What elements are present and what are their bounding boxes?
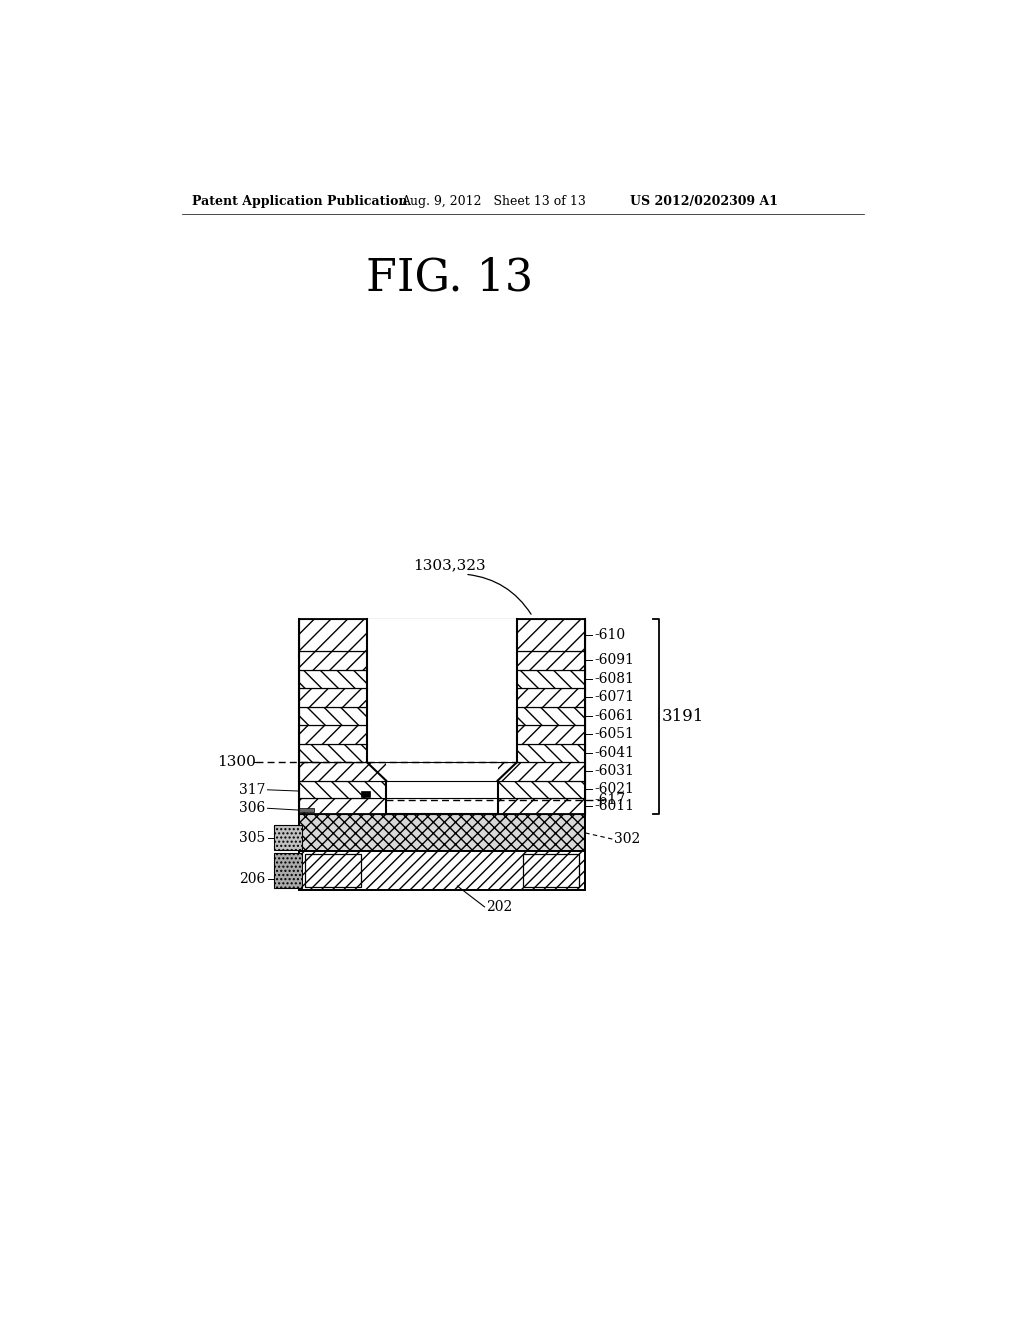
Bar (299, 814, 586, 851)
Text: 302: 302 (614, 832, 640, 846)
Text: 317: 317 (239, 783, 265, 797)
Text: 1303,323: 1303,323 (414, 558, 486, 573)
Text: -6081: -6081 (595, 672, 635, 686)
FancyArrowPatch shape (392, 780, 428, 789)
Bar (273, 825, 302, 850)
Text: -610: -610 (595, 628, 626, 642)
Text: -6031: -6031 (595, 764, 635, 779)
Bar (299, 651, 586, 669)
Text: 306: 306 (239, 801, 265, 816)
Text: Aug. 9, 2012   Sheet 13 of 13: Aug. 9, 2012 Sheet 13 of 13 (400, 195, 586, 209)
Bar (360, 791, 370, 797)
Text: -6061: -6061 (595, 709, 635, 723)
Bar (299, 743, 586, 762)
Bar (299, 762, 586, 780)
Text: 3191: 3191 (662, 708, 705, 725)
Bar (305, 854, 360, 887)
Text: FIG. 13: FIG. 13 (366, 256, 534, 300)
FancyArrowPatch shape (375, 682, 420, 705)
Bar (299, 669, 586, 688)
FancyArrowPatch shape (468, 574, 531, 614)
Bar (523, 854, 579, 887)
Text: 1300: 1300 (217, 755, 256, 770)
Bar (299, 851, 586, 890)
Text: -6041: -6041 (595, 746, 635, 760)
Bar (367, 619, 517, 762)
Text: 1302: 1302 (423, 781, 462, 795)
Text: Patent Application Publication: Patent Application Publication (191, 195, 408, 209)
Bar (299, 706, 586, 725)
Bar (299, 688, 586, 706)
Text: 206: 206 (239, 873, 265, 886)
Text: 305: 305 (239, 830, 265, 845)
Bar (386, 762, 498, 814)
Text: -6071: -6071 (595, 690, 635, 705)
Text: -617: -617 (595, 793, 626, 807)
Bar (299, 619, 586, 651)
Bar (299, 797, 586, 814)
Bar (299, 808, 314, 812)
Bar (273, 853, 302, 887)
Text: -6091: -6091 (595, 653, 635, 668)
Text: US 2012/0202309 A1: US 2012/0202309 A1 (630, 195, 778, 209)
Bar (299, 725, 586, 743)
Bar (299, 780, 586, 797)
Text: 202: 202 (486, 900, 512, 913)
Text: 1301: 1301 (423, 681, 462, 694)
Text: -6051: -6051 (595, 727, 635, 742)
Text: -6021: -6021 (595, 781, 635, 796)
Text: -6011: -6011 (595, 799, 635, 813)
